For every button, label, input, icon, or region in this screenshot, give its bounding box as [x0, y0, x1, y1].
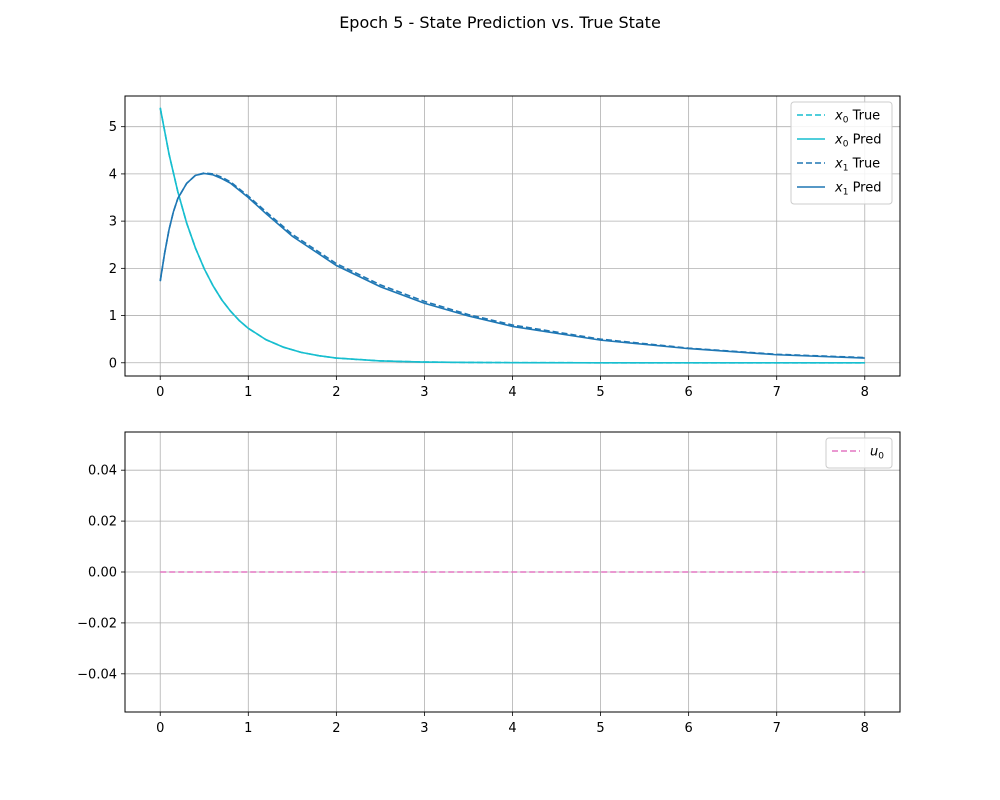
- legend-label: x1 True: [834, 157, 880, 174]
- x-tick-label: 8: [861, 721, 869, 736]
- x-tick-label: 2: [332, 385, 340, 400]
- x-tick-label: 0: [156, 721, 164, 736]
- legend-box: [790, 101, 893, 205]
- y-tick-label: 0.00: [88, 566, 117, 581]
- series-line-x1true: [159, 172, 865, 359]
- y-tick-label: 1: [109, 309, 117, 324]
- x-tick-label: 2: [332, 721, 340, 736]
- y-tick-label: 4: [109, 167, 117, 182]
- x-tick-label: 4: [508, 385, 516, 400]
- legend-box: [825, 437, 893, 469]
- legend: x0 True x0 Pred x1 True x1 Pred: [790, 101, 893, 205]
- x-tick-label: 1: [244, 721, 252, 736]
- x-tick-label: 6: [684, 385, 692, 400]
- legend-label: x0 Pred: [834, 133, 882, 150]
- x-tick-label: 5: [596, 385, 604, 400]
- axes-0: 0 1 2 3 4 5 6 7 8 0 1 2 3 4 5 x0 True x0 Pred x1 True x1 P…: [109, 95, 901, 400]
- x-tick-label: 3: [420, 385, 428, 400]
- legend-label: x0 True: [834, 109, 880, 126]
- x-tick-label: 8: [861, 385, 869, 400]
- legend-label: u0: [870, 445, 884, 462]
- x-tick-label: 1: [244, 385, 252, 400]
- figure-title: Epoch 5 - State Prediction vs. True Stat…: [339, 13, 661, 32]
- axes-1: 0 1 2 3 4 5 6 7 8 −0.04 −0.02 0.00 0.02 0.04 u0: [77, 431, 901, 736]
- y-tick-label: −0.02: [77, 616, 117, 631]
- y-tick-label: 5: [109, 120, 117, 135]
- x-tick-label: 5: [596, 721, 604, 736]
- y-tick-label: 0.04: [88, 464, 117, 479]
- x-tick-label: 6: [684, 721, 692, 736]
- y-tick-label: −0.04: [77, 667, 117, 682]
- x-tick-label: 7: [773, 385, 781, 400]
- legend: u0: [825, 437, 893, 469]
- x-tick-label: 4: [508, 721, 516, 736]
- x-tick-label: 3: [420, 721, 428, 736]
- y-tick-label: 0.02: [88, 515, 117, 530]
- legend-label: x1 Pred: [834, 181, 882, 198]
- y-tick-label: 2: [109, 262, 117, 277]
- x-tick-label: 7: [773, 721, 781, 736]
- series-line-x0pred: [159, 107, 865, 364]
- x-tick-label: 0: [156, 385, 164, 400]
- series-line-x1pred: [159, 172, 865, 359]
- y-tick-label: 0: [109, 356, 117, 371]
- y-tick-label: 3: [109, 215, 117, 230]
